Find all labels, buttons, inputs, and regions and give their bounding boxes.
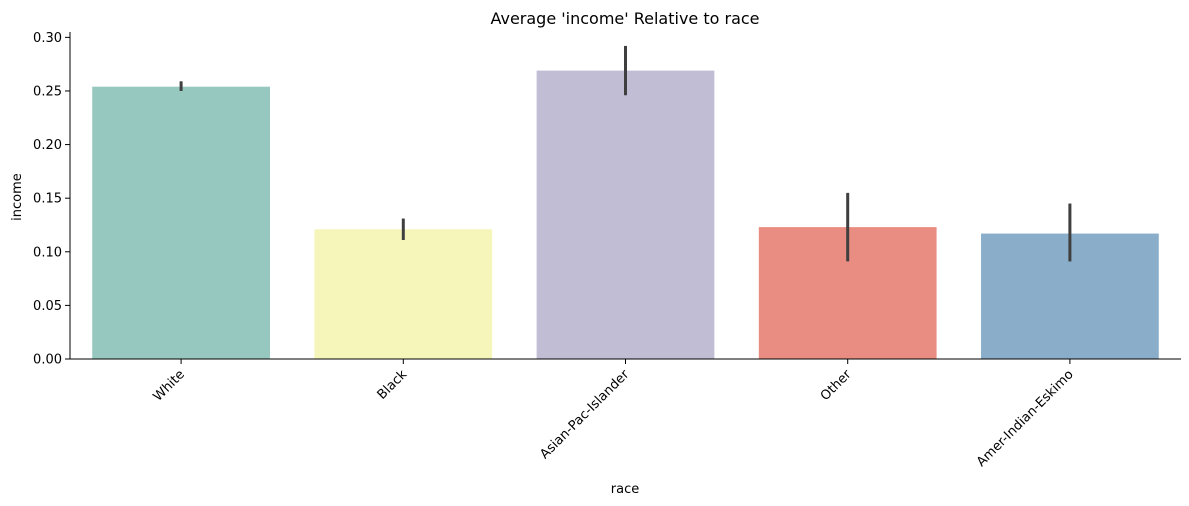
x-axis: White Black Asian-Pac-Islander Other Amer-In… (70, 358, 1181, 470)
bar-white (92, 86, 270, 360)
bars-group (92, 70, 1159, 360)
error-bars-group (179, 45, 1072, 262)
x-tick-label: Other (818, 367, 855, 404)
y-tick-label: 0.10 (33, 245, 62, 260)
y-tick-label: 0.25 (33, 84, 62, 99)
x-tick-label: Asian-Pac-Islander (537, 367, 632, 462)
y-axis-label: income (10, 173, 25, 221)
bar-asian-pac-islander (536, 70, 715, 360)
y-tick-label: 0.20 (33, 138, 62, 153)
y-tick-label: 0.05 (33, 299, 62, 314)
x-tick-label: White (151, 367, 188, 404)
x-axis-label: race (611, 482, 639, 497)
chart-title: Average 'income' Relative to race (490, 9, 759, 28)
y-tick-label: 0.30 (33, 31, 62, 46)
y-axis: 0.00 0.05 0.10 0.15 0.20 0.25 0.30 (33, 31, 71, 368)
y-tick-label: 0.15 (33, 192, 62, 207)
y-tick-label: 0.00 (33, 353, 62, 368)
bar-black (314, 229, 493, 359)
x-tick-label: Amer-Indian-Eskimo (974, 367, 1077, 470)
x-tick-label: Black (375, 367, 411, 403)
